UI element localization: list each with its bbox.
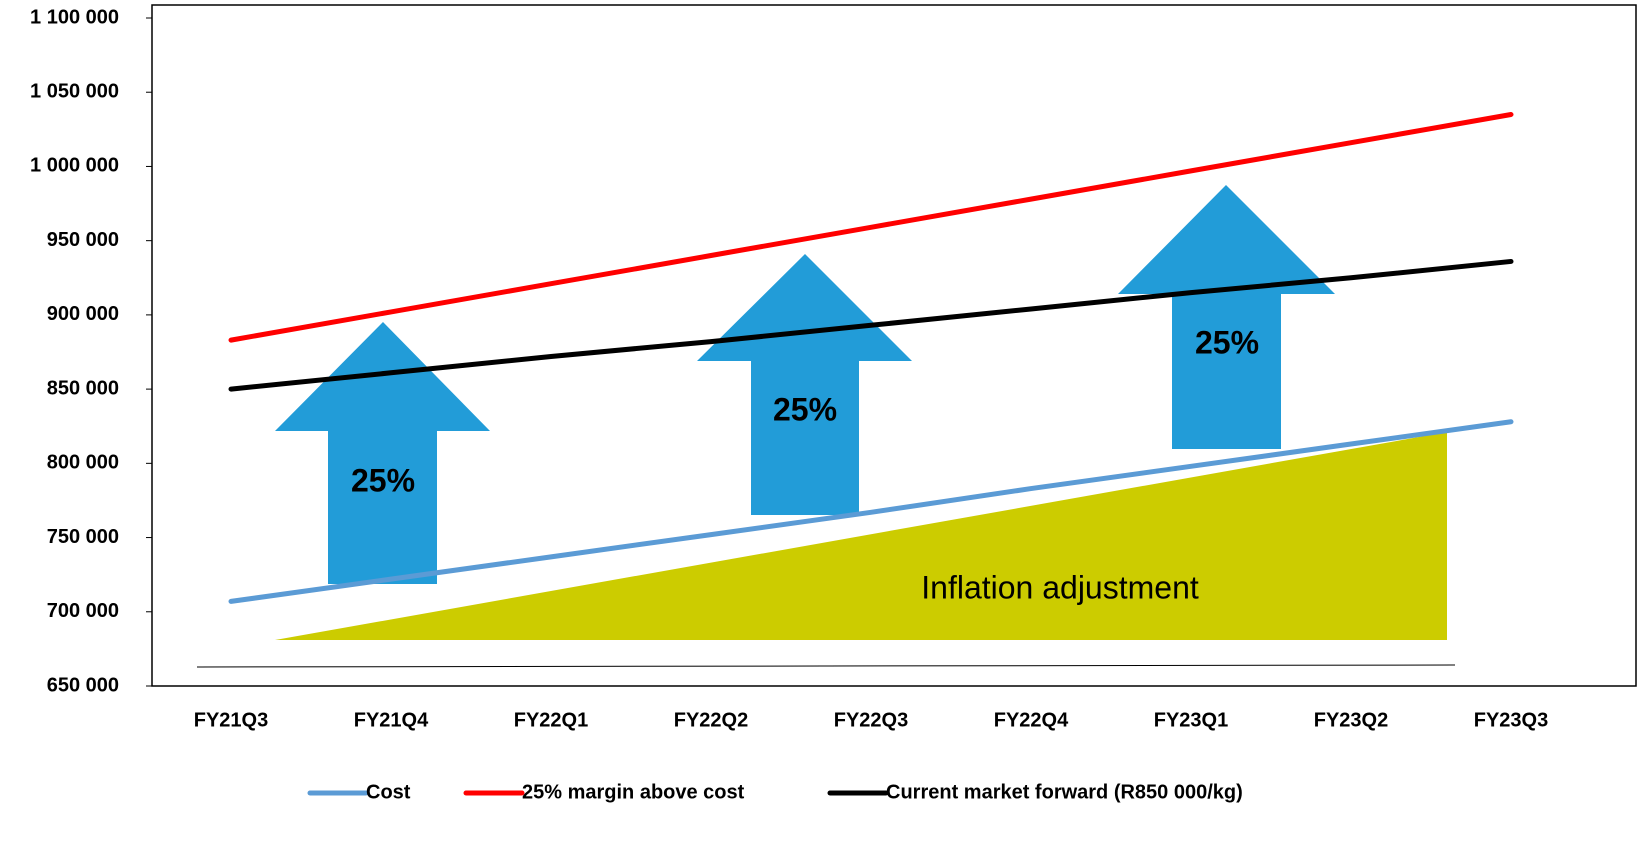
y-tick-label: 650 000 <box>47 674 119 696</box>
y-tick-label: 750 000 <box>47 526 119 548</box>
x-tick-label: FY23Q3 <box>1474 709 1548 731</box>
plot-frame <box>151 4 1637 687</box>
y-tick-label: 900 000 <box>47 303 119 325</box>
x-tick-label: FY22Q2 <box>674 709 748 731</box>
x-tick-label: FY23Q1 <box>1154 709 1228 731</box>
line-series <box>228 419 1514 604</box>
legend-label: 25% margin above cost <box>522 781 745 803</box>
y-tick-label: 850 000 <box>47 377 119 399</box>
line-series <box>228 111 1514 343</box>
y-tick-label: 1 100 000 <box>30 6 119 28</box>
arrow <box>1118 185 1335 449</box>
y-tick-label: 800 000 <box>47 452 119 474</box>
baseline <box>196 664 1456 668</box>
annotation: 25% <box>773 391 837 427</box>
annotation: 25% <box>1195 324 1259 360</box>
x-tick-label: FY22Q1 <box>514 709 588 731</box>
x-tick-label: FY23Q2 <box>1314 709 1388 731</box>
annotation: 25% <box>351 462 415 498</box>
annotation: Inflation adjustment <box>921 569 1199 605</box>
y-tick-label: 1 000 000 <box>30 155 119 177</box>
y-tick-label: 950 000 <box>47 229 119 251</box>
line-series <box>228 258 1514 392</box>
y-tick-label: 700 000 <box>47 600 119 622</box>
legend-label: Cost <box>366 781 411 803</box>
arrow <box>697 254 912 515</box>
legend-label: Current market forward (R850 000/kg) <box>886 781 1243 803</box>
x-tick-label: FY22Q3 <box>834 709 908 731</box>
inflation-triangle <box>275 432 1447 640</box>
x-tick-label: FY21Q3 <box>194 709 268 731</box>
x-tick-label: FY22Q4 <box>994 709 1069 731</box>
y-tick-label: 1 050 000 <box>30 81 119 103</box>
x-tick-label: FY21Q4 <box>354 709 429 731</box>
arrow <box>275 322 490 584</box>
